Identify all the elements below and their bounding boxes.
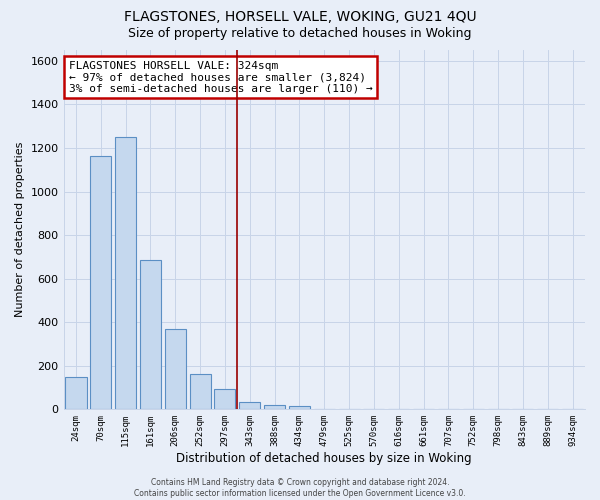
Bar bbox=[264, 405, 285, 409]
Bar bbox=[65, 377, 86, 410]
Text: Size of property relative to detached houses in Woking: Size of property relative to detached ho… bbox=[128, 28, 472, 40]
Bar bbox=[115, 137, 136, 409]
Text: FLAGSTONES HORSELL VALE: 324sqm
← 97% of detached houses are smaller (3,824)
3% : FLAGSTONES HORSELL VALE: 324sqm ← 97% of… bbox=[69, 61, 373, 94]
Text: FLAGSTONES, HORSELL VALE, WOKING, GU21 4QU: FLAGSTONES, HORSELL VALE, WOKING, GU21 4… bbox=[124, 10, 476, 24]
Bar bbox=[90, 156, 112, 410]
Bar bbox=[239, 402, 260, 409]
Bar bbox=[140, 260, 161, 410]
Bar bbox=[165, 329, 186, 409]
Bar bbox=[214, 390, 235, 409]
Bar bbox=[190, 374, 211, 410]
Y-axis label: Number of detached properties: Number of detached properties bbox=[15, 142, 25, 318]
Text: Contains HM Land Registry data © Crown copyright and database right 2024.
Contai: Contains HM Land Registry data © Crown c… bbox=[134, 478, 466, 498]
Bar bbox=[289, 406, 310, 409]
X-axis label: Distribution of detached houses by size in Woking: Distribution of detached houses by size … bbox=[176, 452, 472, 465]
